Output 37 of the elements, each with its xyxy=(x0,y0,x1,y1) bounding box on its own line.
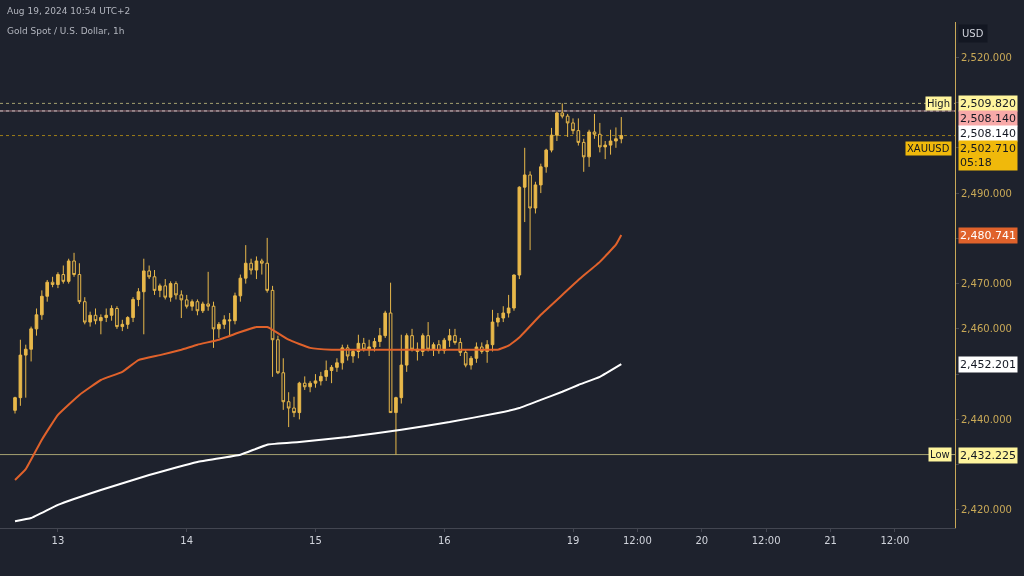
text: 2,432.225 xyxy=(960,449,1016,462)
x-tick-label: 12:00 xyxy=(880,535,910,546)
y-tick-label: 2,440.000 xyxy=(961,413,1012,425)
candlestick xyxy=(34,307,39,337)
text: 2,452.201 xyxy=(960,358,1016,371)
candlestick xyxy=(490,309,495,352)
chart-subtitle: Aug 19, 2024 10:54 UTC+2 xyxy=(7,6,131,16)
ref-line-label: XAUUSD xyxy=(907,143,950,154)
x-tick-label: 15 xyxy=(309,535,322,546)
y-tick-label: 2,490.000 xyxy=(961,187,1012,199)
text: 2,508.140 xyxy=(960,112,1016,125)
x-tick-label: 16 xyxy=(437,535,451,546)
x-tick-label: 21 xyxy=(824,535,837,546)
x-tick-label: 12:00 xyxy=(751,535,781,546)
x-tick-label: 14 xyxy=(180,535,194,546)
text: 2,509.820 xyxy=(960,97,1016,110)
x-tick-label: 12:00 xyxy=(622,535,652,546)
line-series xyxy=(14,363,623,523)
candlestick xyxy=(313,373,318,389)
y-axis-title: USD xyxy=(962,28,984,39)
text: 2,502.710 05:18 xyxy=(960,142,1016,170)
y-tick-label: 2,470.000 xyxy=(961,278,1012,290)
y-tick-label: 2,460.000 xyxy=(961,323,1012,335)
y-tick-label: 2,420.000 xyxy=(961,504,1012,516)
candlestick xyxy=(592,113,597,140)
line-series xyxy=(14,233,623,482)
ref-line-label: Low xyxy=(930,449,950,460)
text: 2,480.741 xyxy=(960,229,1016,242)
candlestick xyxy=(93,307,98,325)
text: Gold Spot / U.S. Dollar, 1h xyxy=(7,26,125,36)
ref-line-label: High xyxy=(927,98,950,109)
y-tick-label: 2,520.000 xyxy=(961,51,1012,63)
x-tick-label: 13 xyxy=(51,535,65,546)
x-tick-label: 19 xyxy=(566,535,580,546)
x-tick-label: 20 xyxy=(695,535,709,546)
candlestick xyxy=(152,269,157,296)
text: 2,508.140 xyxy=(960,127,1016,140)
